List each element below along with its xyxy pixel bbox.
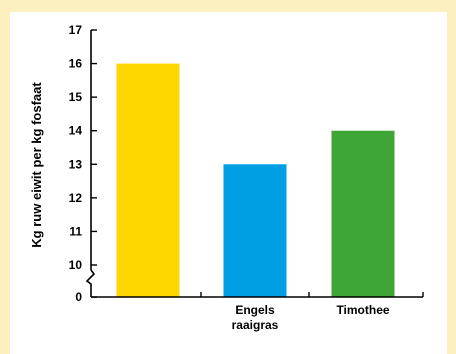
y-tick-label-15: 15 [69,90,83,104]
y-tick-label-0: 0 [75,290,82,304]
y-tick-label-11: 11 [69,224,82,238]
y-axis-ticks: 0 10 11 12 13 14 15 16 17 [69,23,97,304]
y-tick-label-16: 16 [69,57,83,71]
bar-2 [223,164,287,297]
axes [85,30,424,298]
y-tick-label-10: 10 [69,258,83,272]
y-tick-label-14: 14 [69,124,83,138]
category-label-2-line-2: raaigras [232,318,279,332]
category-label-3-line-1: Timothee [336,303,389,317]
y-tick-label-13: 13 [69,157,83,171]
category-label-2-line-1: Engels [235,303,275,317]
y-axis-title: Kg ruw eiwit per kg fosfaat [29,82,44,248]
bar-3 [331,130,395,297]
bar-1 [116,63,180,298]
y-axis-break [85,269,96,288]
y-tick-label-17: 17 [69,23,83,37]
y-tick-label-12: 12 [69,191,83,205]
bars [116,63,395,298]
